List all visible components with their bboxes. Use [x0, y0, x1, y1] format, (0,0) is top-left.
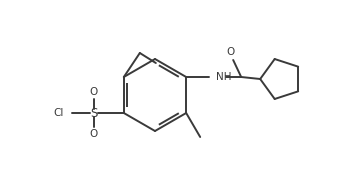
- Text: Cl: Cl: [54, 108, 64, 118]
- Text: NH: NH: [216, 72, 232, 82]
- Text: S: S: [90, 107, 98, 120]
- Text: O: O: [90, 129, 98, 139]
- Text: O: O: [90, 87, 98, 97]
- Text: O: O: [226, 47, 234, 57]
